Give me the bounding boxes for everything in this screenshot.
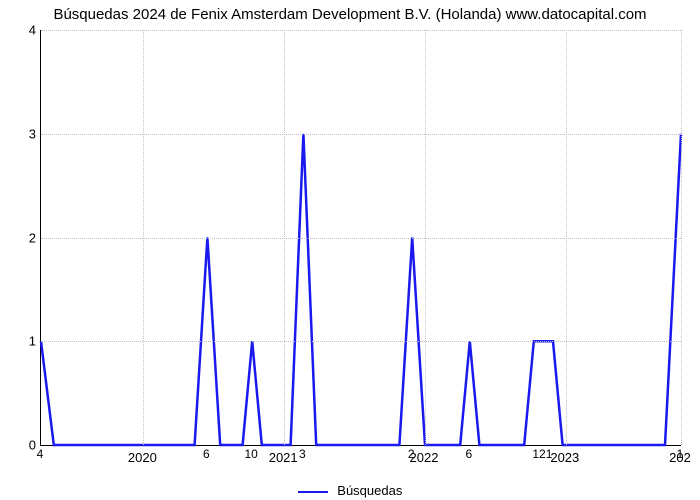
peak-label: 10 <box>245 447 258 461</box>
x-year-label: 2020 <box>128 450 157 465</box>
peak-label: 121 <box>532 447 552 461</box>
gridline-h <box>41 134 681 135</box>
chart-title: Búsquedas 2024 de Fenix Amsterdam Develo… <box>0 6 700 23</box>
y-tick-label: 4 <box>18 23 36 38</box>
gridline-h <box>41 238 681 239</box>
gridline-v <box>681 30 682 445</box>
peak-label: 1 <box>677 447 684 461</box>
peak-label: 4 <box>37 447 44 461</box>
y-tick-label: 1 <box>18 334 36 349</box>
legend: Búsquedas <box>0 483 700 498</box>
gridline-v <box>425 30 426 445</box>
gridline-h <box>41 30 681 31</box>
peak-label: 6 <box>203 447 210 461</box>
peak-label: 2 <box>408 447 415 461</box>
y-tick-label: 3 <box>18 126 36 141</box>
chart-container: Búsquedas 2024 de Fenix Amsterdam Develo… <box>0 0 700 500</box>
gridline-v <box>566 30 567 445</box>
gridline-h <box>41 341 681 342</box>
legend-line-icon <box>298 491 328 493</box>
legend-label: Búsquedas <box>337 483 402 498</box>
peak-label: 3 <box>299 447 306 461</box>
x-year-label: 2023 <box>550 450 579 465</box>
y-tick-label: 2 <box>18 230 36 245</box>
y-tick-label: 0 <box>18 438 36 453</box>
x-year-label: 2021 <box>269 450 298 465</box>
gridline-v <box>143 30 144 445</box>
peak-label: 6 <box>465 447 472 461</box>
plot-area <box>40 30 681 446</box>
gridline-v <box>284 30 285 445</box>
